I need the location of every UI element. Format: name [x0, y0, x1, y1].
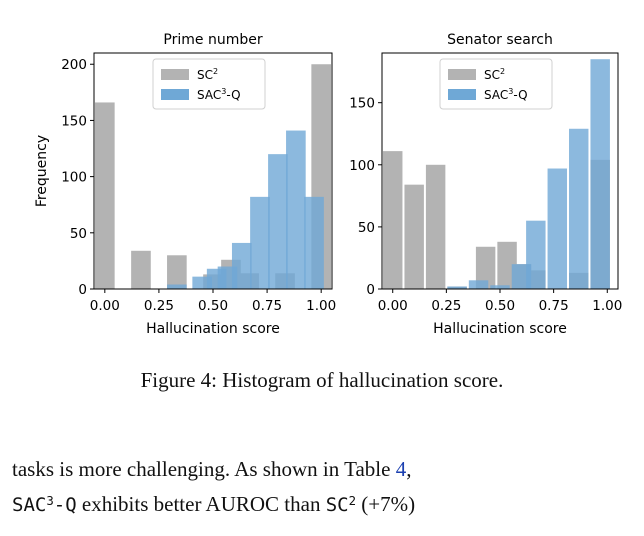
x-axis-label: Hallucination score: [433, 321, 567, 337]
bar-senator-series1-0: [447, 286, 467, 289]
legend-label: SC2: [484, 67, 505, 82]
y-tick-label: 100: [349, 158, 375, 174]
bar-prime-series1-7: [286, 130, 306, 289]
legend: SC2 SAC3-Q: [439, 58, 553, 110]
legend-swatch: [161, 69, 189, 80]
histogram-figure: Prime number 0.00 0.25 0.50 0.75 1.00 0 50 100 15…: [34, 32, 622, 337]
bar-prime-series1-6: [268, 154, 288, 289]
x-tick-label: 0.75: [252, 298, 282, 314]
y-axis-label: Frequency: [34, 135, 50, 207]
bar-prime-series1-5: [250, 196, 270, 289]
bar-prime-series0-0: [95, 102, 115, 289]
x-axis-label: Hallucination score: [146, 321, 280, 337]
y-tick-label: 0: [366, 282, 375, 298]
y-tick-label: 150: [349, 96, 375, 112]
y-tick-label: 50: [358, 220, 375, 236]
body-text: exhibits better AUROC than: [76, 492, 326, 516]
legend-label: SAC3-Q: [197, 87, 241, 102]
x-tick-label: 0.50: [485, 298, 515, 314]
legend-swatch: [448, 89, 476, 100]
x-tick-label: 0.25: [144, 298, 174, 314]
chart-panel-prime: Prime number 0.00 0.25 0.50 0.75 1.00 0 50 100 15…: [34, 32, 336, 337]
y-tick-label: 150: [61, 113, 87, 129]
body-paragraph: tasks is more challenging. As shown in T…: [12, 452, 637, 523]
bar-senator-series0-4: [475, 246, 496, 289]
bar-senator-series1-7: [590, 59, 610, 289]
x-tick-label: 1.00: [306, 298, 336, 314]
bar-senator-series0-0: [383, 151, 403, 289]
bar-senator-series1-5: [547, 168, 568, 289]
bar-prime-series1-8: [304, 196, 324, 289]
legend-swatch: [161, 89, 189, 100]
y-tick-label: 100: [61, 170, 87, 186]
figure-caption: Figure 4: Histogram of hallucination sco…: [140, 368, 504, 392]
legend-label: SC2: [197, 67, 218, 82]
bar-senator-series0-1: [404, 184, 424, 289]
bar-senator-series0-2: [425, 164, 446, 289]
y-tick-label: 0: [78, 282, 87, 298]
chart-title: Prime number: [163, 32, 262, 48]
chart-title: Senator search: [447, 32, 553, 48]
x-tick-label: 0.25: [431, 298, 461, 314]
method-name-sc2: SC2: [325, 493, 357, 516]
legend: SC2 SAC3-Q: [152, 58, 266, 110]
bar-prime-series0-2: [167, 255, 187, 289]
body-text: tasks is more challenging. As shown in T…: [12, 457, 396, 481]
body-text: (+7%): [356, 492, 416, 516]
x-tick-label: 0.00: [378, 298, 408, 314]
bar-senator-series1-6: [569, 128, 589, 289]
chart-panel-senator: Senator search 0.00 0.25 0.50 0.75 1.00 0 50 100…: [349, 32, 622, 337]
bar-prime-series1-0: [167, 284, 187, 289]
bar-prime-series1-4: [231, 242, 252, 289]
body-line-2: SAC3-Q exhibits better AUROC than SC2 (+…: [12, 487, 637, 523]
bar-senator-series1-1: [468, 280, 489, 289]
method-name-sac3q: SAC3-Q: [12, 493, 77, 516]
x-tick-label: 0.00: [90, 298, 120, 314]
legend-label: SAC3-Q: [484, 87, 528, 102]
x-tick-label: 0.50: [198, 298, 228, 314]
x-tick-label: 0.75: [539, 298, 569, 314]
x-tick-label: 1.00: [592, 298, 622, 314]
y-tick-label: 200: [61, 57, 87, 73]
y-tick-label: 50: [70, 226, 87, 242]
bar-prime-series0-1: [131, 250, 151, 289]
bar-senator-series1-4: [526, 220, 546, 289]
body-text: ,: [406, 457, 412, 481]
bar-senator-series1-2: [490, 285, 510, 289]
legend-swatch: [448, 69, 476, 80]
body-line-1: tasks is more challenging. As shown in T…: [12, 452, 637, 487]
table-reference-link[interactable]: 4: [395, 457, 407, 481]
